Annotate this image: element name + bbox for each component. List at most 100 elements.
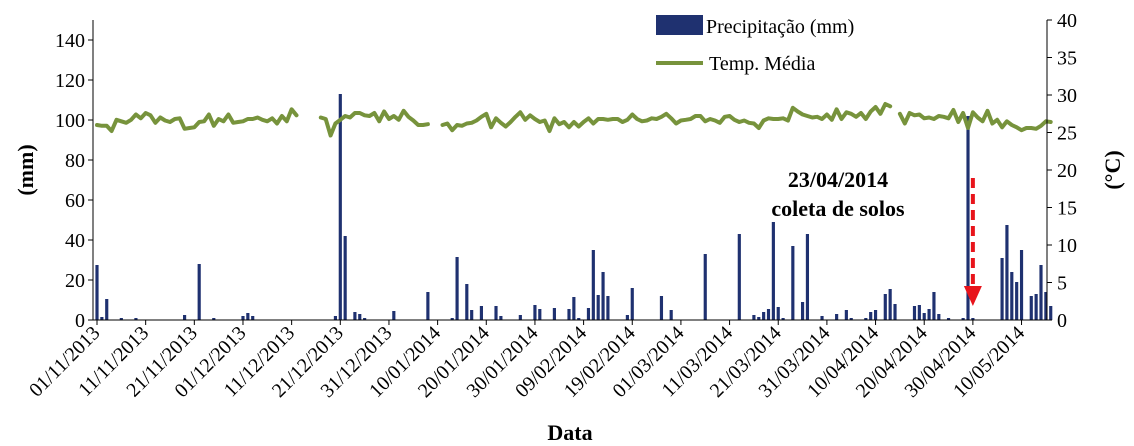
precipitation-bar (781, 318, 785, 320)
right-y-tick-label: 15 (1057, 198, 1077, 220)
left-y-tick-label: 100 (55, 110, 85, 132)
precipitation-bar (538, 309, 542, 320)
precipitation-bar (606, 296, 610, 320)
precipitation-bar (596, 295, 600, 320)
precipitation-bar (105, 299, 109, 320)
left-y-tick-label: 60 (65, 190, 85, 212)
precipitation-bar (183, 315, 187, 320)
precipitation-bar (1005, 225, 1009, 320)
axes: 0 20 40 60 80 100 120 140 0 5 10 15 20 25 30 35 40 01/1… (13, 10, 1125, 445)
precipitation-bar (737, 234, 741, 320)
precipitation-bar (343, 236, 347, 320)
precipitation-bar (100, 317, 104, 320)
left-y-tick-label: 140 (55, 30, 85, 52)
left-y-tick-label: 120 (55, 70, 85, 92)
precipitation-bar (1044, 292, 1048, 320)
precipitation-bar (805, 234, 810, 320)
precipitation-bar (586, 308, 591, 320)
precipitation-bar (134, 318, 138, 320)
precipitation-bar (703, 254, 707, 320)
left-y-tick-label: 0 (75, 310, 85, 332)
annotation-label: coleta de solos (771, 196, 905, 221)
annotation: 23/04/2014 coleta de solos (771, 167, 982, 306)
precipitation-bar (251, 316, 255, 320)
left-y-tick-label: 40 (65, 230, 85, 252)
temperature-series-segment (440, 102, 893, 133)
precipitation-bar (518, 315, 522, 320)
precipitation-bar (971, 318, 975, 320)
annotation-arrow-head (963, 286, 982, 306)
precipitation-bar (572, 297, 576, 320)
precipitation-bar (426, 292, 430, 320)
right-y-tick-label: 5 (1057, 273, 1067, 295)
precipitation-bar (499, 316, 503, 320)
precipitation-bar (241, 316, 245, 320)
precipitation-bar (820, 316, 824, 320)
right-y-tick-label: 10 (1057, 235, 1077, 257)
precipitation-bar (533, 305, 537, 320)
precipitation-bar (762, 312, 766, 320)
right-y-tick-label: 35 (1057, 48, 1077, 70)
precipitation-bar (577, 318, 581, 320)
precipitation-bar (591, 250, 595, 320)
precipitation-bar (333, 316, 338, 320)
legend: Precipitação (mm) Temp. Média (656, 15, 854, 75)
right-y-tick-label: 40 (1057, 10, 1077, 32)
precipitation-bars (95, 94, 1053, 320)
precipitation-bar (450, 318, 454, 320)
precipitation-bar (835, 314, 839, 320)
precipitation-bar (1010, 272, 1014, 320)
precipitation-bar (119, 318, 123, 320)
precipitation-bar (893, 304, 897, 320)
precipitation-bar (937, 314, 941, 320)
precipitation-bar (888, 289, 892, 320)
right-y-tick-label: 20 (1057, 160, 1077, 182)
legend-swatch-precipitation (656, 15, 703, 35)
precipitation-bar (358, 314, 362, 320)
precipitation-bar (1049, 306, 1053, 320)
precipitation-bar (766, 309, 771, 320)
precipitation-bar (752, 315, 756, 320)
precipitation-bar (800, 302, 805, 320)
precipitation-bar (791, 246, 795, 320)
left-y-tick-label: 80 (65, 150, 85, 172)
precipitation-bar (946, 318, 951, 320)
precipitation-bar (470, 310, 474, 320)
precipitation-bar (844, 310, 848, 320)
precipitation-bar (873, 310, 878, 320)
precipitation-bar (883, 294, 887, 320)
annotation-date: 23/04/2014 (788, 167, 888, 192)
precipitation-bar (567, 309, 571, 320)
right-y-tick-label: 25 (1057, 123, 1077, 145)
right-y-tick-label: 0 (1057, 310, 1067, 332)
precipitation-bar (864, 318, 868, 320)
x-ticks: 01/11/201311/11/201321/11/201301/12/2013… (25, 320, 1029, 402)
precipitation-bar (552, 308, 556, 320)
precipitation-bar (932, 292, 936, 320)
precipitation-bar (1029, 296, 1033, 320)
precipitation-bar (869, 312, 873, 320)
precipitation-bar (494, 306, 498, 320)
precipitation-bar (479, 306, 483, 320)
precipitation-bar (1000, 258, 1004, 320)
right-y-axis-title: (°C) (1100, 150, 1125, 189)
right-y-ticks: 0 5 10 15 20 25 30 35 40 (1047, 10, 1077, 332)
precipitation-bar (95, 265, 99, 320)
x-axis-title: Data (547, 420, 592, 445)
precipitation-bar (659, 296, 664, 320)
precipitation-bar (1034, 294, 1038, 320)
annotation-arrow (963, 178, 982, 306)
precipitation-bar (771, 222, 775, 320)
precipitation-bar (197, 264, 201, 320)
legend-label-temperature: Temp. Média (709, 53, 815, 75)
precipitation-bar (625, 315, 629, 320)
temperature-series-segment (318, 108, 430, 138)
precipitation-bar (363, 318, 367, 320)
precipitation-bar (917, 305, 921, 320)
left-y-axis-title: (mm) (13, 144, 38, 195)
precipitation-bar (1015, 282, 1019, 320)
temperature-line (95, 102, 1053, 138)
precipitation-bar (212, 318, 216, 320)
precipitation-bar (246, 313, 250, 320)
